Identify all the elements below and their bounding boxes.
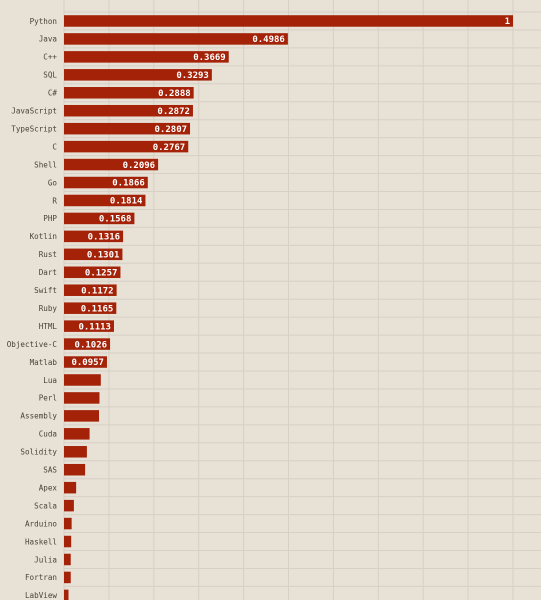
category-label: Shell — [34, 160, 57, 169]
data-label: 0.1026 — [75, 340, 108, 350]
data-label: 0.1568 — [99, 215, 132, 225]
bar — [64, 410, 100, 422]
category-labels: PythonJavaC++SQLC#JavaScriptTypeScriptCS… — [7, 17, 58, 600]
bar — [64, 51, 229, 63]
bar — [64, 499, 74, 512]
data-label: 1 — [505, 17, 510, 27]
bar — [64, 463, 86, 476]
category-label: C++ — [43, 53, 57, 62]
data-label: 0.1165 — [81, 304, 114, 314]
data-label: 0.1301 — [87, 251, 120, 261]
category-label: Go — [48, 178, 58, 187]
bar — [64, 194, 146, 207]
category-label: LabView — [25, 591, 57, 600]
category-label: Objective-C — [7, 340, 57, 349]
bar — [64, 428, 90, 440]
bar — [64, 212, 135, 225]
category-label: Lua — [43, 376, 57, 385]
bar — [64, 535, 72, 548]
category-label: Arduino — [25, 519, 57, 528]
category-label: PHP — [43, 214, 57, 223]
bar — [64, 230, 124, 243]
category-label: SQL — [43, 71, 57, 80]
bar — [64, 176, 148, 189]
category-label: C# — [48, 89, 58, 98]
bar — [64, 284, 117, 296]
category-label: Swift — [34, 286, 57, 295]
bar — [64, 392, 100, 404]
data-label: 0.1866 — [112, 179, 145, 189]
bar — [64, 122, 191, 135]
bar — [64, 266, 121, 279]
category-label: C — [52, 142, 57, 151]
bar — [64, 571, 71, 584]
category-label: HTML — [39, 322, 58, 331]
data-label: 0.3293 — [176, 71, 209, 81]
category-label: SAS — [43, 466, 57, 475]
data-label: 0.2888 — [158, 89, 191, 99]
bars-group — [64, 15, 513, 600]
bar — [64, 356, 107, 368]
data-label: 0.1814 — [110, 197, 143, 207]
data-label: 0.1113 — [78, 322, 111, 332]
bar — [64, 553, 71, 566]
category-label: Julia — [34, 555, 57, 564]
bar — [64, 15, 513, 27]
bar — [64, 302, 117, 314]
category-label: Python — [30, 17, 57, 26]
category-label: Solidity — [20, 448, 57, 457]
bar — [64, 140, 189, 153]
bar — [64, 33, 288, 45]
category-label: Apex — [39, 483, 58, 492]
bar — [64, 69, 212, 81]
category-label: Scala — [34, 501, 57, 510]
category-label: Fortran — [25, 573, 57, 582]
bar — [64, 517, 72, 530]
data-label: 0.2096 — [123, 161, 156, 171]
bar — [64, 338, 111, 350]
data-label: 0.2872 — [157, 107, 190, 117]
bar — [64, 320, 114, 332]
bar — [64, 446, 87, 458]
category-label: Dart — [39, 268, 57, 277]
bar — [64, 248, 123, 261]
data-label: 0.0957 — [71, 358, 104, 368]
bar — [64, 104, 193, 117]
category-label: JavaScript — [11, 107, 57, 116]
category-label: Matlab — [30, 358, 58, 367]
data-label: 0.4986 — [252, 35, 285, 45]
gridlines — [63, 0, 541, 600]
data-label: 0.2807 — [155, 125, 188, 135]
data-label: 0.1172 — [81, 286, 114, 296]
category-label: Ruby — [39, 304, 58, 313]
value-labels: 1 0.4986 0.3669 0.3293 0.2888 0.2872 0.2807 0.2… — [71, 17, 510, 368]
bar — [64, 481, 77, 494]
data-label: 0.1316 — [88, 233, 121, 243]
bar — [64, 589, 69, 600]
category-label: TypeScript — [11, 124, 57, 133]
bar — [64, 374, 101, 386]
category-label: Kotlin — [30, 232, 57, 241]
bar — [64, 158, 159, 171]
data-label: 0.3669 — [193, 53, 226, 63]
data-label: 0.2767 — [153, 143, 186, 153]
category-label: Java — [39, 35, 57, 44]
category-label: Rust — [39, 250, 57, 259]
category-label: Assembly — [20, 412, 57, 421]
category-label: R — [52, 196, 57, 205]
data-label: 0.1257 — [85, 268, 118, 278]
category-label: Perl — [39, 394, 57, 403]
category-label: Cuda — [39, 430, 57, 439]
category-label: Haskell — [25, 537, 57, 546]
bar — [64, 87, 194, 99]
